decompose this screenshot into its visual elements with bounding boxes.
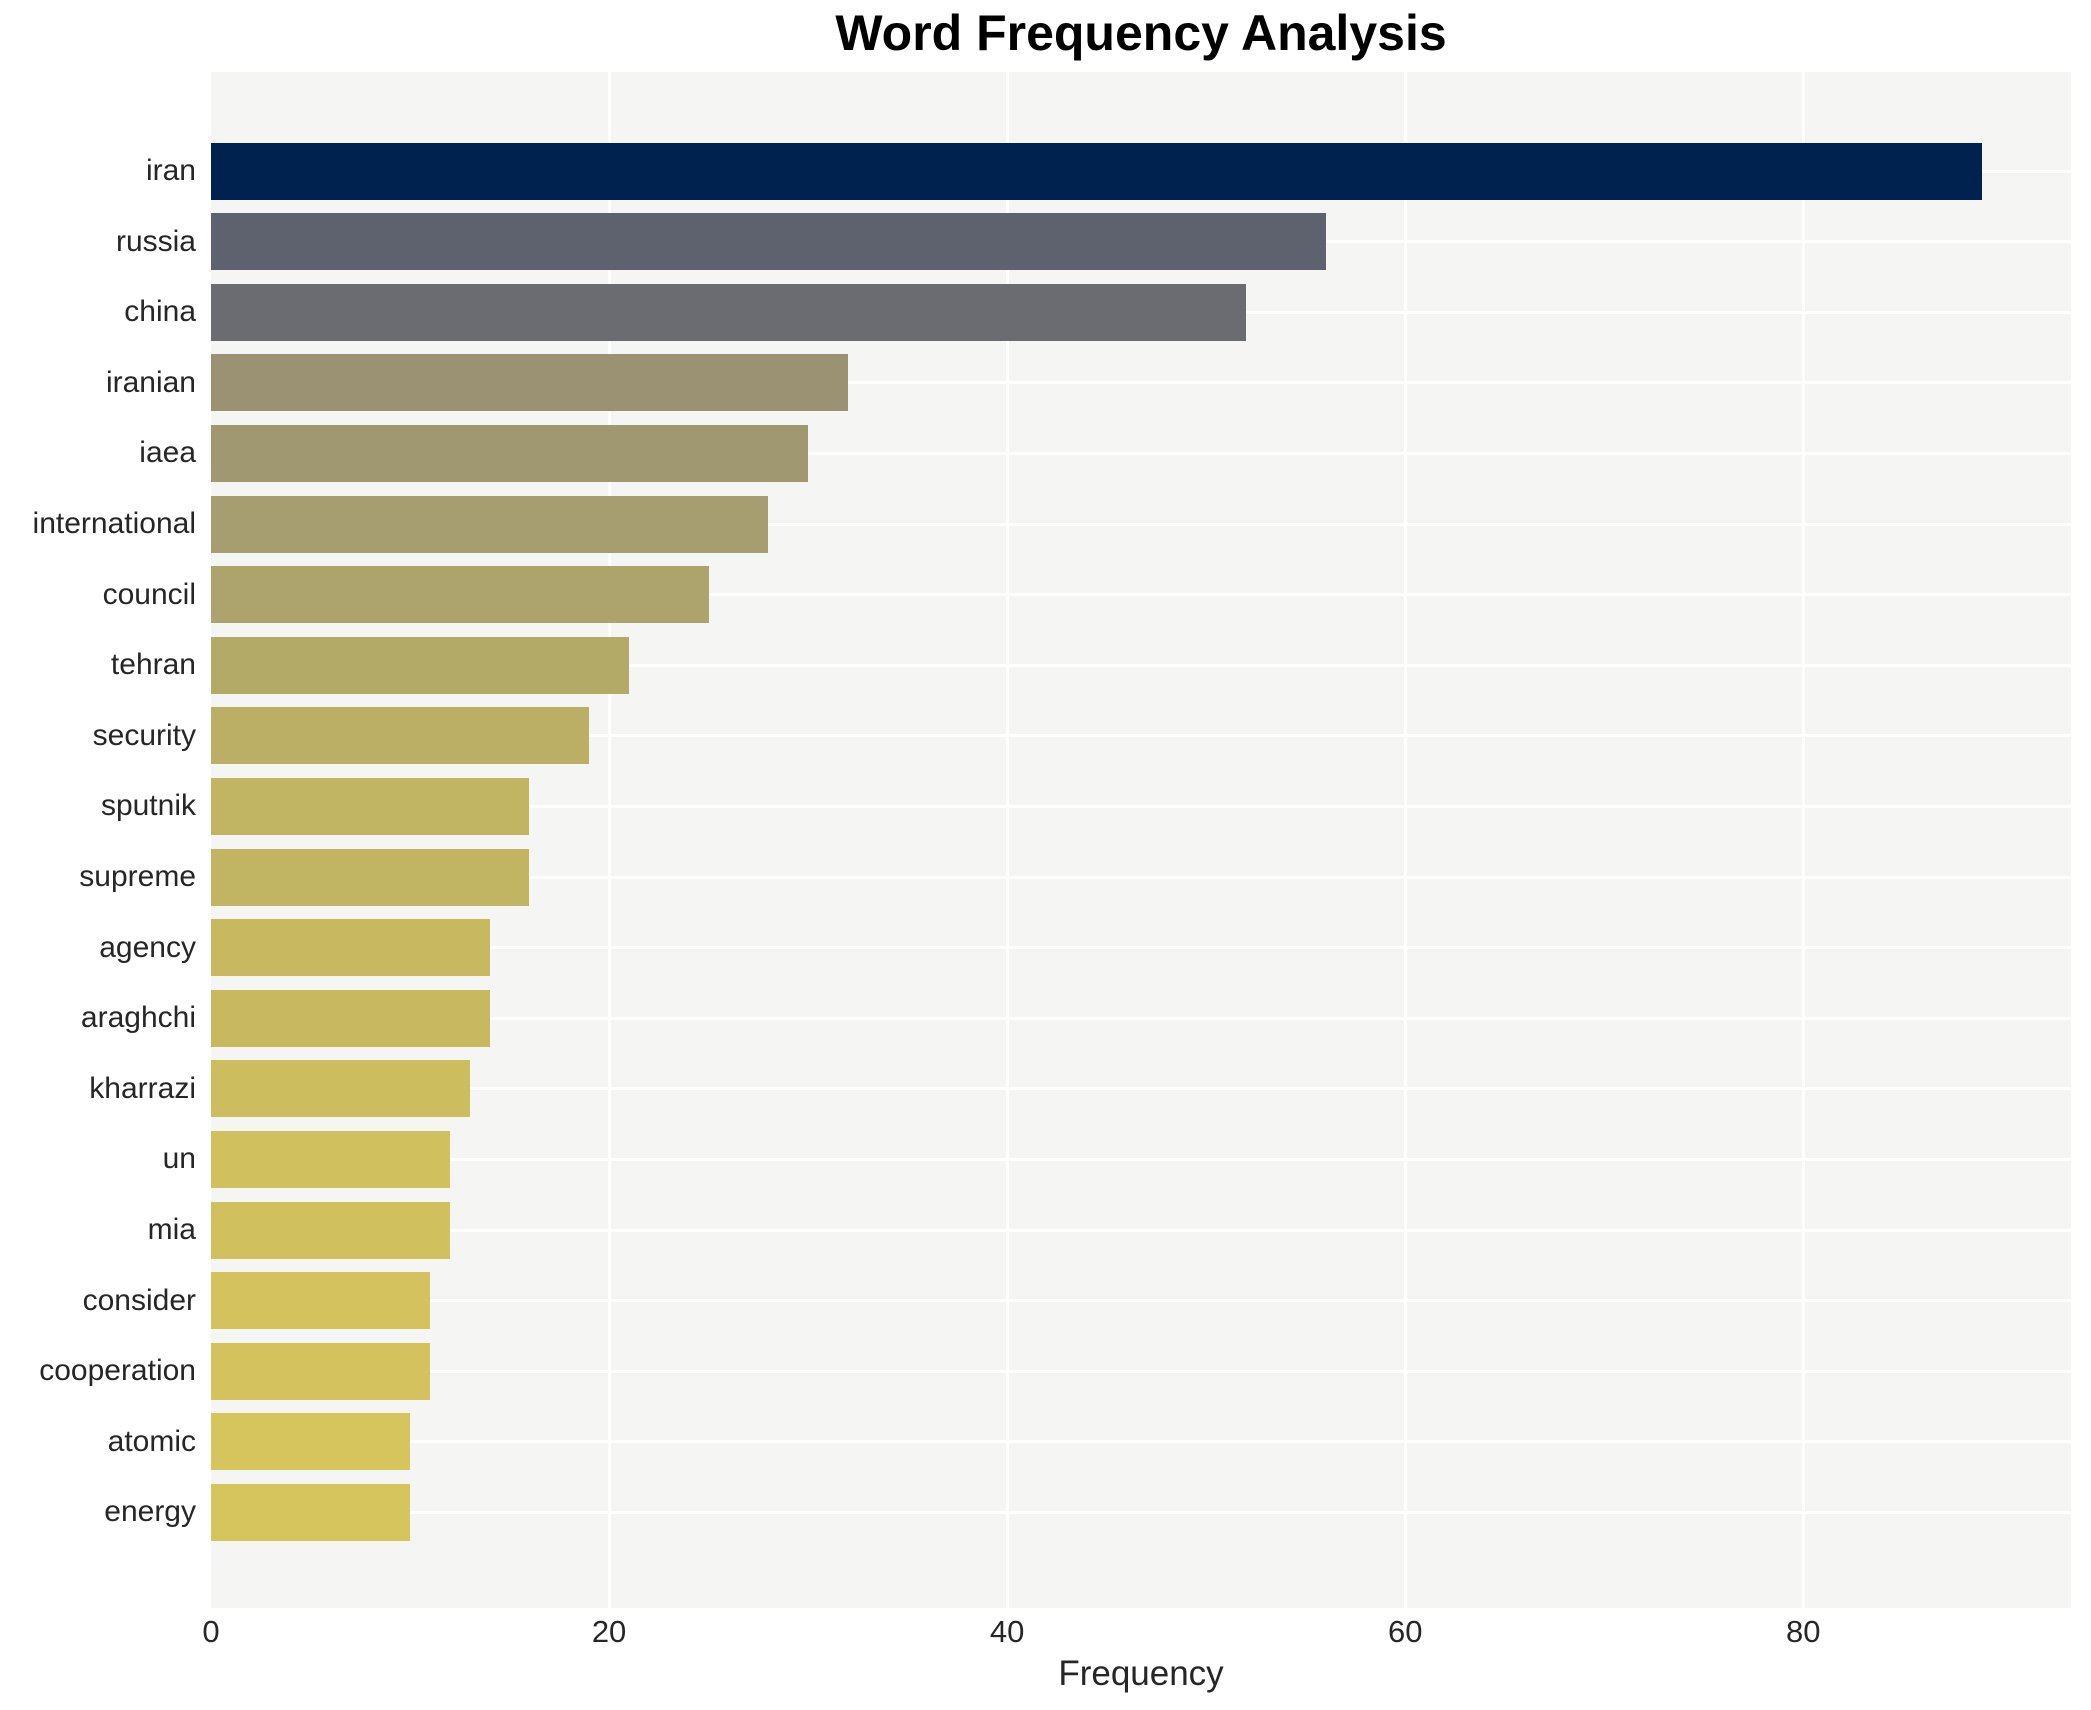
y-tick-label: consider: [82, 1283, 196, 1317]
bar-china: [211, 283, 1246, 341]
bar-security: [211, 707, 590, 765]
h-gridline: [211, 1510, 2071, 1514]
x-tick-label: 40: [989, 1614, 1025, 1649]
y-tick-label: china: [124, 295, 196, 329]
bar-iran: [211, 142, 1983, 200]
h-gridline: [211, 734, 2071, 738]
plot-area: [211, 72, 2071, 1608]
bar-international: [211, 495, 769, 553]
h-gridline: [211, 451, 2071, 455]
bar-cooperation: [211, 1342, 430, 1400]
x-tick-label: 0: [202, 1614, 220, 1649]
h-gridline: [211, 1016, 2071, 1020]
bar-russia: [211, 213, 1326, 271]
h-gridline: [211, 804, 2071, 808]
h-gridline: [211, 875, 2071, 879]
v-gridline: [1005, 72, 1009, 1608]
h-gridline: [211, 1369, 2071, 1373]
v-gridline: [1801, 72, 1805, 1608]
bar-kharrazi: [211, 1060, 470, 1118]
h-gridline: [211, 593, 2071, 597]
y-tick-label: security: [92, 718, 196, 752]
x-axis-title: Frequency: [1058, 1654, 1224, 1693]
y-tick-label: iran: [145, 154, 196, 187]
h-gridline: [211, 522, 2071, 526]
y-tick-label: agency: [99, 930, 196, 964]
bar-energy: [211, 1483, 411, 1541]
bar-mia: [211, 1201, 450, 1259]
bar-supreme: [211, 848, 530, 906]
x-tick-label: 60: [1387, 1614, 1423, 1649]
y-tick-label: international: [32, 507, 196, 540]
y-tick-label: iranian: [105, 365, 196, 399]
bar-sputnik: [211, 777, 530, 835]
h-gridline: [211, 1157, 2071, 1161]
v-gridline: [607, 72, 611, 1608]
y-tick-label: iaea: [139, 436, 196, 470]
h-gridline: [211, 1440, 2071, 1444]
chart-title: Word Frequency Analysis: [835, 5, 1447, 61]
y-tick-label: supreme: [79, 860, 196, 893]
h-gridline: [211, 946, 2071, 950]
bar-agency: [211, 919, 490, 977]
h-gridline: [211, 1087, 2071, 1091]
bar-un: [211, 1130, 450, 1188]
bar-council: [211, 566, 709, 624]
y-tick-label: cooperation: [39, 1354, 196, 1388]
y-tick-label: tehran: [110, 648, 196, 682]
y-tick-label: atomic: [107, 1424, 196, 1458]
y-tick-label: sputnik: [100, 789, 196, 823]
bar-iaea: [211, 424, 809, 482]
h-gridline: [211, 381, 2071, 385]
y-tick-label: mia: [147, 1213, 196, 1246]
bar-atomic: [211, 1413, 411, 1471]
x-tick-label: 20: [591, 1614, 627, 1649]
x-tick-label: 80: [1786, 1614, 1821, 1649]
h-gridline: [211, 1228, 2071, 1232]
y-tick-label: energy: [104, 1495, 196, 1529]
y-tick-label: araghchi: [80, 1001, 196, 1035]
y-tick-label: council: [102, 577, 196, 611]
y-tick-label: un: [162, 1142, 196, 1176]
bar-araghchi: [211, 989, 490, 1047]
v-gridline: [1403, 72, 1407, 1608]
h-gridline: [211, 1299, 2071, 1303]
y-tick-label: russia: [115, 224, 196, 258]
bar-tehran: [211, 636, 629, 694]
bar-consider: [211, 1272, 430, 1330]
h-gridline: [211, 663, 2071, 667]
y-tick-label: kharrazi: [89, 1071, 196, 1105]
bar-iranian: [211, 354, 848, 412]
